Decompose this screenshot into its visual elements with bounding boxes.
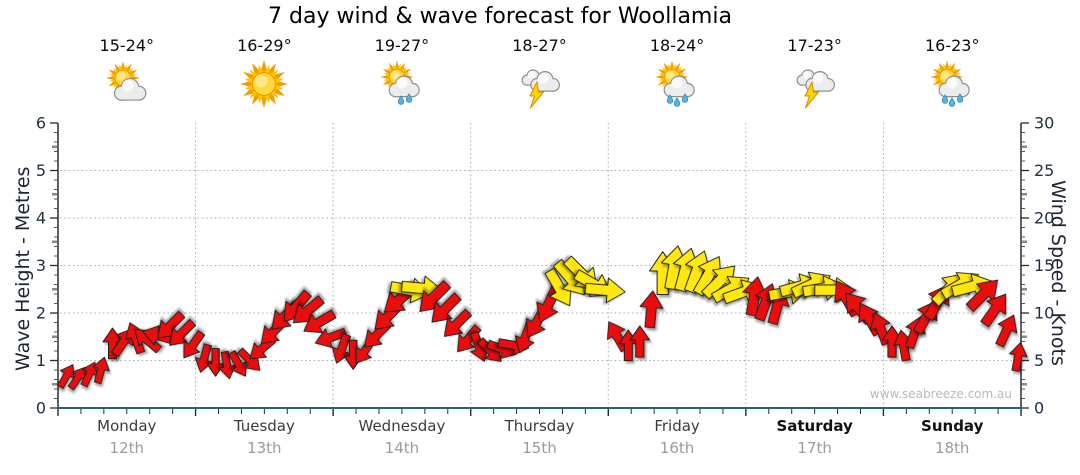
wind-arrow (169, 318, 197, 346)
wind-arrow (457, 324, 482, 353)
weather-icon-holder (512, 58, 568, 112)
day-name: Friday (654, 417, 700, 435)
day-name: Saturday (776, 417, 853, 435)
day-name: Tuesday (233, 417, 295, 435)
day-name: Monday (97, 417, 157, 435)
left-tick-label: 5 (36, 161, 46, 180)
day-date: 18th (934, 439, 970, 457)
temperature-range: 16-29° (237, 36, 292, 55)
day-date: 17th (797, 439, 832, 457)
left-tick-label: 0 (36, 399, 46, 418)
right-tick-label: 30 (1034, 114, 1054, 133)
temperature-range: 17-23° (787, 36, 842, 55)
left-tick-label: 1 (36, 351, 46, 370)
weather-icon-holder (236, 58, 292, 112)
wind-arrow (995, 314, 1018, 348)
wind-arrow (1009, 342, 1028, 372)
day-label-thursday: Thursday 15th (471, 417, 609, 457)
wind-arrow (183, 329, 206, 359)
weather-icon-holder (787, 58, 843, 112)
right-tick-label: 5 (1034, 351, 1044, 370)
day-date: 16th (659, 439, 695, 457)
day-label-sunday: Sunday 18th (883, 417, 1021, 457)
bottom-axis (57, 407, 1022, 416)
left-tick-label: 2 (36, 304, 46, 323)
page-title: 7 day wind & wave forecast for Woollamia (268, 4, 732, 29)
wind-arrow (629, 325, 650, 358)
wind-arrow (639, 290, 664, 329)
weather-icon-holder (649, 58, 705, 112)
sun-showers-icon (655, 60, 695, 107)
day-label-saturday: Saturday 17th (746, 417, 884, 457)
temperature-range: 18-24° (649, 36, 705, 55)
day-date: 12th (109, 439, 145, 457)
left-tick-label: 6 (36, 114, 46, 133)
wind-arrow (584, 277, 626, 304)
watermark: www.seabreeze.com.au (869, 387, 1012, 401)
day-label-monday: Monday 12th (58, 417, 196, 457)
sun-showers-icon (380, 60, 420, 105)
sun-showers-icon (930, 60, 970, 107)
temperature-range: 19-27° (374, 36, 430, 55)
wind-arrow (314, 327, 348, 349)
weather-icon-holder (374, 58, 430, 112)
day-date: 13th (247, 439, 282, 457)
wind-arrow (303, 309, 337, 334)
day-label-wednesday: Wednesday 14th (333, 417, 471, 457)
right-tick-label: 10 (1034, 304, 1054, 323)
thunderstorm-icon (796, 69, 835, 109)
right-tick-label: 0 (1034, 399, 1044, 418)
wind-arrow (980, 293, 1007, 328)
temperature-range: 16-23° (924, 36, 980, 55)
wind-arrow (443, 308, 473, 337)
right-tick-label: 25 (1034, 161, 1054, 180)
day-name: Sunday (921, 417, 984, 435)
right-tick-label: 15 (1034, 256, 1054, 275)
thunderstorm-icon (521, 69, 560, 109)
sunny-icon (240, 59, 289, 109)
day-label-tuesday: Tuesday 13th (196, 417, 334, 457)
wind-arrows (56, 245, 1028, 391)
day-name: Wednesday (358, 417, 446, 435)
left-tick-label: 4 (36, 209, 46, 228)
partly-cloudy-icon (105, 61, 147, 101)
day-label-friday: Friday 16th (608, 417, 746, 457)
temperature-range: 18-27° (512, 36, 567, 55)
left-tick-label: 3 (36, 256, 46, 275)
wind-arrow (92, 356, 110, 385)
weather-icon-holder (924, 58, 980, 112)
left-axis: 0 01 52 103 154 205 256 30 (36, 114, 1055, 418)
day-name: Thursday (504, 417, 575, 435)
weather-icon-holder (99, 58, 155, 112)
temperature-range: 15-24° (99, 36, 155, 55)
day-date: 14th (384, 439, 420, 457)
day-date: 15th (522, 439, 557, 457)
right-tick-label: 20 (1034, 209, 1054, 228)
wind-arrow (431, 292, 462, 323)
